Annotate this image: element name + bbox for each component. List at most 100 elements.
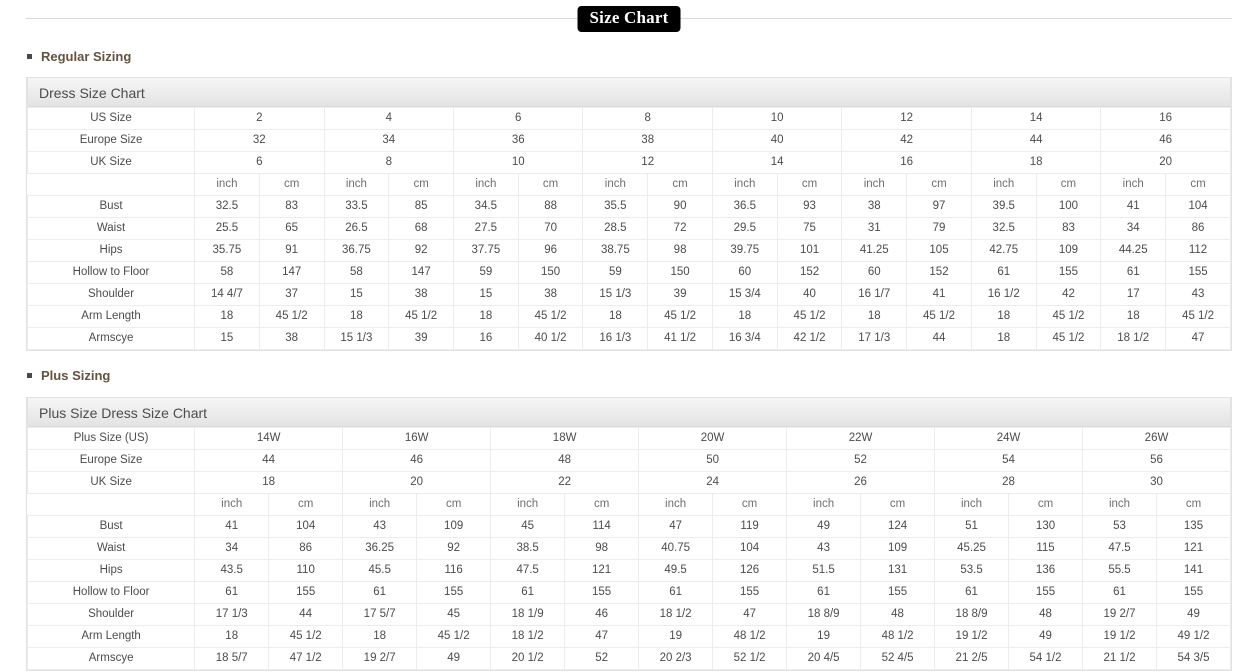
measure-cell: 45 1/2	[388, 305, 454, 328]
measure-cell: 61	[786, 581, 862, 604]
measure-cell: 47	[564, 625, 640, 648]
measure-cell: 15 1/3	[582, 283, 649, 306]
measure-cell: 59	[453, 261, 519, 284]
measure-cell: 18 8/9	[786, 603, 862, 626]
unit-header-inch: inch	[638, 493, 714, 516]
measure-cell: 32.5	[194, 195, 260, 218]
measure-cell: 85	[388, 195, 454, 218]
table-row: Waist 25.5 65 26.5 68 27.5 70 28.5 72 29.5 75 31 79 3…	[26, 217, 1231, 240]
table-row: Hips 43.5 110 45.5 116 47.5 121 49.5 126 51.5 131 5…	[26, 559, 1231, 582]
measure-cell: 19 2/7	[1082, 603, 1157, 626]
measure-cell: 41	[1100, 195, 1167, 218]
measure-cell: 15	[323, 283, 390, 306]
measure-cell: 18	[970, 327, 1037, 350]
measure-cell: 121	[1156, 537, 1231, 560]
measure-cell: 18	[194, 625, 270, 648]
measure-cell: 49	[1008, 625, 1084, 648]
measure-cell: 48	[860, 603, 936, 626]
regular-table-caption: Dress Size Chart	[27, 77, 1231, 107]
measure-cell: 155	[1008, 581, 1084, 604]
unit-header-inch: inch	[194, 493, 270, 516]
measure-cell: 38.75	[582, 239, 649, 262]
measure-cell: 58	[194, 261, 260, 284]
measure-cell: 100	[1035, 195, 1102, 218]
measure-cell: 19 1/2	[934, 625, 1010, 648]
measure-cell: 114	[564, 515, 640, 538]
measure-cell: 15	[194, 327, 260, 350]
table-row: Hollow to Floor 58 147 58 147 59 150 59 150 60 152…	[26, 261, 1231, 284]
measure-cell: 18 1/2	[638, 603, 714, 626]
measure-cell: 61	[934, 581, 1010, 604]
measure-cell: 105	[906, 239, 972, 262]
page-title: Size Chart	[577, 6, 681, 32]
measure-cell: 17 1/3	[194, 603, 270, 626]
size-cell: 48	[490, 449, 640, 472]
measure-cell: 15 1/3	[323, 327, 390, 350]
measure-cell: 60	[841, 261, 908, 284]
measure-cell: 150	[517, 261, 584, 284]
section-heading-regular: Regular Sizing	[27, 49, 1258, 64]
unit-header-cm: cm	[564, 493, 640, 516]
measure-cell: 37	[258, 283, 325, 306]
square-bullet-icon	[27, 373, 32, 378]
measure-cell: 18 8/9	[934, 603, 1010, 626]
measure-cell: 15 3/4	[711, 283, 778, 306]
row-label-europe-size: Europe Size	[26, 449, 196, 472]
measure-cell: 45 1/2	[258, 305, 325, 328]
table-row-units: inch cm inch cm inch cm inch cm inch cm inch cm inch…	[26, 493, 1231, 516]
measure-cell: 131	[860, 559, 936, 582]
table-row: Waist 34 86 36.25 92 38.5 98 40.75 104 43 109 45.25…	[26, 537, 1231, 560]
measure-cell: 48 1/2	[860, 625, 936, 648]
unit-header-inch: inch	[1082, 493, 1157, 516]
measure-cell: 34.5	[453, 195, 519, 218]
measure-cell: 47	[1165, 327, 1231, 350]
measure-cell: 47.5	[490, 559, 566, 582]
size-cell: 12	[841, 107, 972, 130]
table-row: Shoulder 14 4/7 37 15 38 15 38 15 1/3 39 15 3/4 40…	[26, 283, 1231, 306]
unit-header-inch: inch	[934, 493, 1010, 516]
measure-cell: 155	[1156, 581, 1231, 604]
plus-table-caption: Plus Size Dress Size Chart	[27, 397, 1231, 427]
measure-cell: 58	[323, 261, 390, 284]
measure-cell: 104	[1165, 195, 1231, 218]
size-cell: 50	[638, 449, 788, 472]
measure-cell: 41 1/2	[647, 327, 713, 350]
measure-cell: 98	[564, 537, 640, 560]
measure-cell: 39	[647, 283, 713, 306]
measure-cell: 41	[906, 283, 972, 306]
measure-cell: 45 1/2	[268, 625, 344, 648]
measure-cell: 25.5	[194, 217, 260, 240]
table-row: Shoulder 17 1/3 44 17 5/7 45 18 1/9 46 18 1/2 47…	[26, 603, 1231, 626]
measure-cell: 91	[258, 239, 325, 262]
measure-cell: 38	[258, 327, 325, 350]
unit-header-cm: cm	[517, 173, 584, 196]
plus-table-body: Plus Size (US) 14W 16W 18W 20W 22W 24W 26W Europ…	[26, 427, 1231, 670]
measure-cell: 45.5	[342, 559, 418, 582]
measure-cell: 155	[860, 581, 936, 604]
size-cell: 8	[582, 107, 713, 130]
measure-cell: 18	[342, 625, 418, 648]
measure-cell: 44	[906, 327, 972, 350]
measure-cell: 54 3/5	[1156, 647, 1231, 670]
measure-cell: 104	[268, 515, 344, 538]
measure-cell: 49.5	[638, 559, 714, 582]
measure-cell: 70	[517, 217, 584, 240]
measure-cell: 155	[712, 581, 788, 604]
size-cell: 16W	[342, 427, 492, 450]
unit-row-blank-label	[26, 493, 196, 516]
unit-header-cm: cm	[416, 493, 492, 516]
measure-cell: 83	[1035, 217, 1102, 240]
measure-cell: 65	[258, 217, 325, 240]
measure-cell: 36.25	[342, 537, 418, 560]
size-cell: 18	[970, 151, 1102, 174]
measure-cell: 43	[342, 515, 418, 538]
measure-cell: 17 5/7	[342, 603, 418, 626]
row-label-uk-size: UK Size	[26, 151, 196, 174]
measure-cell: 109	[1035, 239, 1102, 262]
measure-cell: 49	[416, 647, 492, 670]
measure-cell: 39	[388, 327, 454, 350]
table-row: UK Size 18 20 22 24 26 28 30	[26, 471, 1231, 494]
row-label-armscye: Armscye	[26, 327, 196, 350]
measure-cell: 75	[776, 217, 843, 240]
measure-cell: 20 1/2	[490, 647, 566, 670]
